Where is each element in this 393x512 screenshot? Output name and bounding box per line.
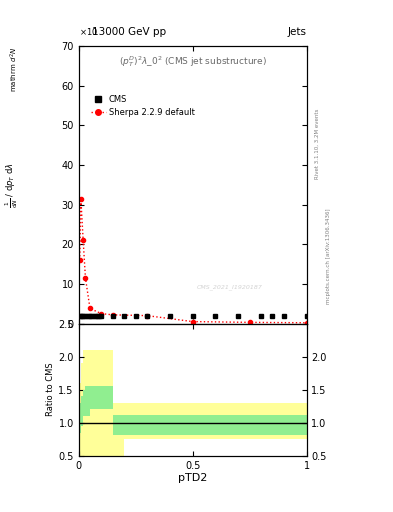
Text: Rivet 3.1.10, 3.2M events: Rivet 3.1.10, 3.2M events <box>314 108 320 179</box>
Text: $\mathrm{mathrm}\ d^2N$: $\mathrm{mathrm}\ d^2N$ <box>9 46 20 92</box>
Text: mcplots.cern.ch [arXiv:1306.3436]: mcplots.cern.ch [arXiv:1306.3436] <box>326 208 331 304</box>
Y-axis label: Ratio to CMS: Ratio to CMS <box>46 363 55 416</box>
X-axis label: pTD2: pTD2 <box>178 473 207 483</box>
Y-axis label: $\frac{1}{\mathrm{d}N}$ / $\mathrm{d}p_T$ $\mathrm{d}\lambda$: $\frac{1}{\mathrm{d}N}$ / $\mathrm{d}p_T… <box>3 162 20 208</box>
Legend: CMS, Sherpa 2.2.9 default: CMS, Sherpa 2.2.9 default <box>87 92 198 121</box>
Text: 13000 GeV pp: 13000 GeV pp <box>92 27 167 37</box>
Text: $(p_T^D)^2\lambda\_0^2$ (CMS jet substructure): $(p_T^D)^2\lambda\_0^2$ (CMS jet substru… <box>119 54 266 69</box>
Text: CMS_2021_I1920187: CMS_2021_I1920187 <box>197 285 263 290</box>
Text: Jets: Jets <box>288 27 307 37</box>
Text: $\times$10: $\times$10 <box>79 26 97 37</box>
